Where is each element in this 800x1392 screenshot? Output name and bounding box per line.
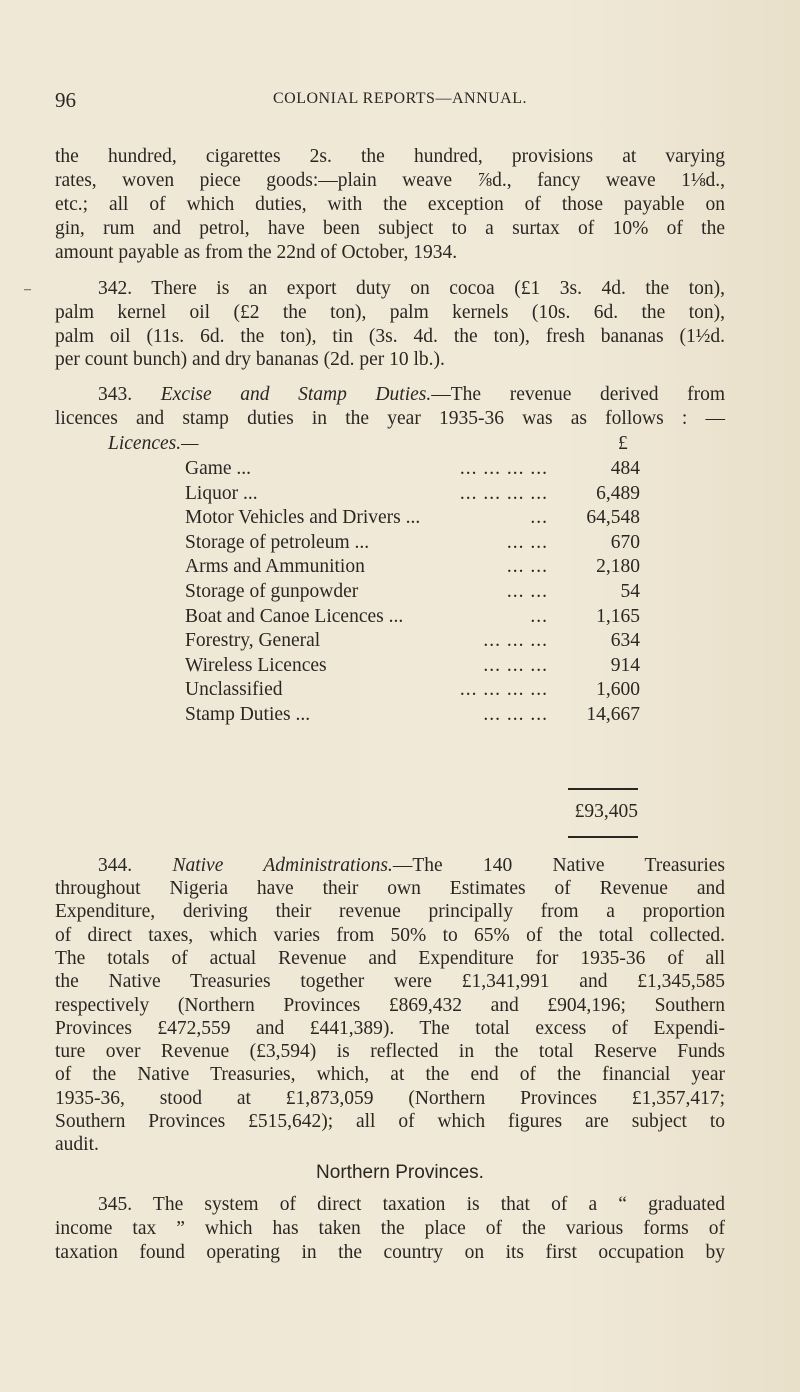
text-line: 344. Native Administrations.—The 140 Nat…: [55, 855, 725, 877]
row-label: Wireless Licences: [185, 654, 327, 676]
total-rule-bottom: [568, 836, 638, 838]
text-line: 1935-36, stood at £1,873,059 (Northern P…: [55, 1087, 725, 1109]
row-label: Arms and Ammunition: [185, 556, 365, 578]
text-line: the Native Treasuries together were £1,3…: [55, 971, 725, 993]
text-line: etc.; all of which duties, with the exce…: [55, 194, 725, 215]
text: —The 140 Native Treasuries: [392, 855, 726, 876]
row-value: 484: [610, 458, 640, 479]
running-title: COLONIAL REPORTS—ANNUAL.: [273, 90, 527, 107]
table-row: Storage of petroleum ... ... ... 670: [185, 532, 640, 554]
text-line: 343. Excise and Stamp Duties.—The revenu…: [55, 384, 725, 406]
text-line: 342. There is an export duty on cocoa (£…: [98, 278, 725, 299]
row-label: Unclassified: [185, 679, 283, 701]
table-total: £93,405: [574, 801, 638, 822]
table-row: Motor Vehicles and Drivers ...... 64,548: [185, 507, 640, 529]
row-value: 670: [610, 531, 640, 553]
row-value: 54: [620, 581, 641, 602]
row-label: Storage of gunpowder: [185, 581, 359, 602]
text-line: amount payable as from the 22nd of Octob…: [55, 242, 458, 263]
text-line: Expenditure, deriving their revenue prin…: [55, 901, 725, 923]
leader-dots: ... ... ... ...: [459, 458, 548, 479]
text-line: of the Native Treasuries, which, at the …: [55, 1064, 725, 1086]
table-row: Liquor ... ... ... ... ... 6,489: [185, 483, 640, 505]
para-number: 344.: [98, 855, 133, 876]
leader-dots: ... ... ...: [483, 630, 548, 652]
row-label: Motor Vehicles and Drivers ...: [185, 507, 421, 529]
table-row: Forestry, General ... ... ... 634: [185, 630, 640, 652]
para-number: 343.: [98, 384, 133, 405]
text-line: Southern Provinces £515,642); all of whi…: [55, 1111, 725, 1132]
para-heading: Excise and Stamp Duties.: [160, 384, 432, 405]
row-label: Stamp Duties ...: [185, 704, 311, 725]
text-line: 345. The system of direct taxation is th…: [98, 1194, 725, 1215]
row-label: Forestry, General: [185, 630, 321, 652]
text-line: taxation found operating in the country …: [55, 1242, 725, 1263]
row-value: 64,548: [586, 507, 640, 529]
text-line: ture over Revenue (£3,594) is reflected …: [55, 1041, 725, 1063]
margin-mark: –: [24, 282, 31, 297]
text-line: income tax ” which has taken the place o…: [55, 1218, 725, 1239]
text: —The revenue derived from: [431, 384, 726, 405]
row-value: 2,180: [596, 556, 640, 578]
leader-dots: ... ... ...: [483, 704, 548, 725]
row-label: Game ...: [185, 458, 252, 479]
para-heading: Native Administrations.: [172, 855, 393, 876]
leader-dots: ...: [530, 507, 548, 529]
row-value: 14,667: [586, 704, 640, 725]
currency-header: £: [618, 433, 628, 454]
leader-dots: ... ...: [506, 581, 548, 602]
text-line: palm oil (11s. 6d. the ton), tin (3s. 4d…: [55, 326, 725, 347]
leader-dots: ... ... ... ...: [459, 482, 548, 504]
table-row: Stamp Duties ... ... ... ... 14,667: [185, 704, 640, 726]
table-row: Game ... ... ... ... ... 484: [185, 458, 640, 480]
row-label: Boat and Canoe Licences ...: [185, 605, 404, 627]
leader-dots: ...: [530, 605, 548, 627]
text-line: audit.: [55, 1134, 99, 1156]
leader-dots: ... ... ...: [483, 654, 548, 676]
text-line: per count bunch) and dry bananas (2d. pe…: [55, 349, 445, 370]
table-row: Arms and Ammunition ... ... 2,180: [185, 556, 640, 578]
text-line: the hundred, cigarettes 2s. the hundred,…: [55, 146, 725, 167]
text-line: respectively (Northern Provinces £869,43…: [55, 994, 725, 1016]
table-row: Boat and Canoe Licences ...... 1,165: [185, 606, 640, 628]
text-line: gin, rum and petrol, have been subject t…: [55, 218, 725, 239]
leader-dots: ... ...: [506, 531, 548, 553]
row-label: Storage of petroleum ...: [185, 531, 370, 553]
row-value: 1,165: [596, 605, 640, 627]
text-line: The totals of actual Revenue and Expendi…: [55, 947, 725, 969]
text-line: rates, woven piece goods:—plain weave ⅞d…: [55, 170, 725, 191]
row-value: 6,489: [596, 482, 640, 504]
row-value: 1,600: [596, 679, 640, 701]
text-line: of direct taxes, which varies from 50% t…: [55, 924, 725, 946]
text-line: palm kernel oil (£2 the ton), palm kerne…: [55, 302, 725, 323]
table-row: Wireless Licences ... ... ... 914: [185, 655, 640, 677]
section-heading: Northern Provinces.: [316, 1162, 484, 1183]
text-line: licences and stamp duties in the year 19…: [55, 408, 725, 429]
row-value: 914: [610, 654, 640, 676]
table-row: Storage of gunpowder ... ... 54: [185, 581, 640, 603]
page-number: 96: [55, 88, 76, 112]
row-value: 634: [610, 630, 640, 652]
text-line: Provinces £472,559 and £441,389). The to…: [55, 1017, 725, 1039]
leader-dots: ... ... ... ...: [459, 679, 548, 701]
licences-label: Licences.—: [108, 433, 199, 454]
text-line: throughout Nigeria have their own Estima…: [55, 878, 725, 899]
total-rule-top: [568, 788, 638, 790]
leader-dots: ... ...: [506, 556, 548, 578]
row-label: Liquor ...: [185, 482, 258, 504]
table-row: Unclassified ... ... ... ... 1,600: [185, 679, 640, 701]
